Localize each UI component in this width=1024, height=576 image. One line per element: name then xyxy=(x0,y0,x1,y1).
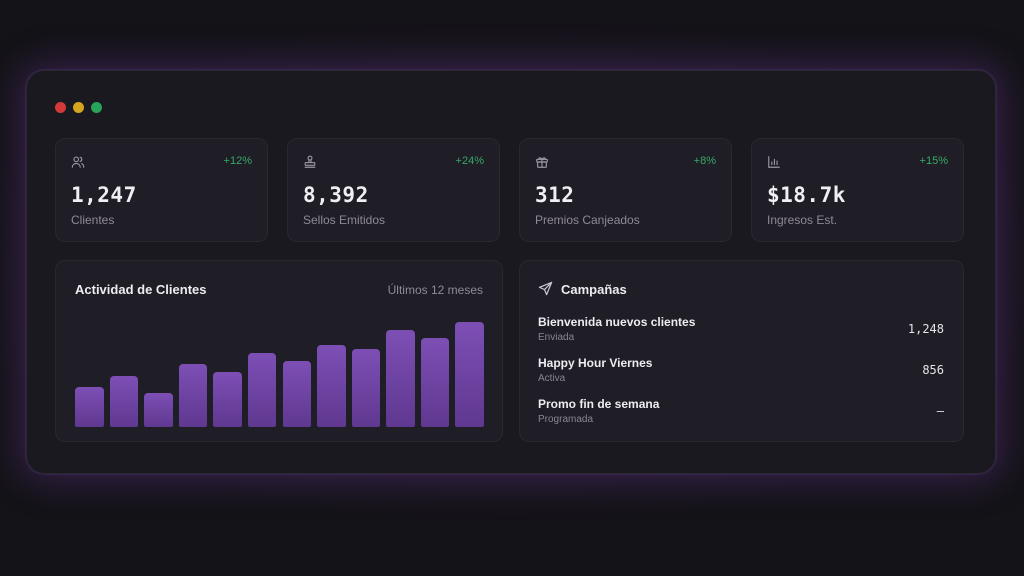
campaign-count: 1,248 xyxy=(907,322,944,336)
campaign-row[interactable]: Happy Hour Viernes Activa 856 xyxy=(538,356,944,392)
stat-value: 8,392 xyxy=(303,183,369,207)
send-icon xyxy=(538,281,553,296)
activity-bar xyxy=(351,349,381,427)
close-window-button[interactable] xyxy=(55,102,66,113)
stat-value: 1,247 xyxy=(71,183,137,207)
stat-value: $18.7k xyxy=(767,183,846,207)
stat-change: +15% xyxy=(919,155,948,167)
activity-bar xyxy=(420,338,450,427)
activity-bar xyxy=(455,322,484,427)
app-window: +12% 1,247 Clientes +24% 8,392 Sellos Em… xyxy=(26,70,996,474)
stamp-icon xyxy=(303,155,317,169)
campaign-row[interactable]: Bienvenida nuevos clientes Enviada 1,248 xyxy=(538,315,944,351)
activity-bar xyxy=(75,387,104,427)
activity-period: Últimos 12 meses xyxy=(387,283,483,297)
campaign-status: Enviada xyxy=(538,332,575,343)
campaigns-title: Campañas xyxy=(561,282,627,297)
window-controls xyxy=(55,102,102,113)
stat-label: Premios Canjeados xyxy=(535,213,640,227)
stat-label: Sellos Emitidos xyxy=(303,213,386,227)
campaign-status: Activa xyxy=(538,373,566,384)
gift-icon xyxy=(535,155,549,169)
activity-panel: Actividad de Clientes Últimos 12 meses xyxy=(55,260,503,442)
bar-chart-icon xyxy=(767,155,781,169)
stat-change: +8% xyxy=(693,155,716,167)
activity-bar xyxy=(144,393,173,427)
stat-value: 312 xyxy=(535,183,575,207)
activity-bar xyxy=(109,376,139,427)
activity-bar xyxy=(178,364,208,427)
stat-change: +12% xyxy=(223,155,252,167)
stat-card-clientes: +12% 1,247 Clientes xyxy=(55,138,268,242)
stat-card-sellos: +24% 8,392 Sellos Emitidos xyxy=(287,138,500,242)
maximize-window-button[interactable] xyxy=(91,102,102,113)
stat-label: Clientes xyxy=(71,213,115,227)
activity-bar xyxy=(213,372,242,427)
campaign-name: Happy Hour Viernes xyxy=(538,356,653,370)
campaign-row[interactable]: Promo fin de semana Programada — xyxy=(538,397,944,433)
activity-bar-chart xyxy=(75,313,484,427)
campaign-status: Programada xyxy=(538,414,594,425)
activity-bar xyxy=(247,353,277,427)
activity-bar xyxy=(386,330,415,427)
campaign-count: — xyxy=(936,404,944,418)
minimize-window-button[interactable] xyxy=(73,102,84,113)
stat-card-premios: +8% 312 Premios Canjeados xyxy=(519,138,732,242)
activity-title: Actividad de Clientes xyxy=(75,282,207,297)
users-icon xyxy=(71,155,85,169)
campaign-count: 856 xyxy=(922,363,944,377)
stat-change: +24% xyxy=(455,155,484,167)
campaign-name: Bienvenida nuevos clientes xyxy=(538,315,696,329)
campaign-name: Promo fin de semana xyxy=(538,397,660,411)
stat-card-ingresos: +15% $18.7k Ingresos Est. xyxy=(751,138,964,242)
campaigns-panel: Campañas Bienvenida nuevos clientes Envi… xyxy=(519,260,964,442)
activity-bar xyxy=(282,361,312,427)
activity-bar xyxy=(317,345,346,427)
stat-label: Ingresos Est. xyxy=(767,213,838,227)
